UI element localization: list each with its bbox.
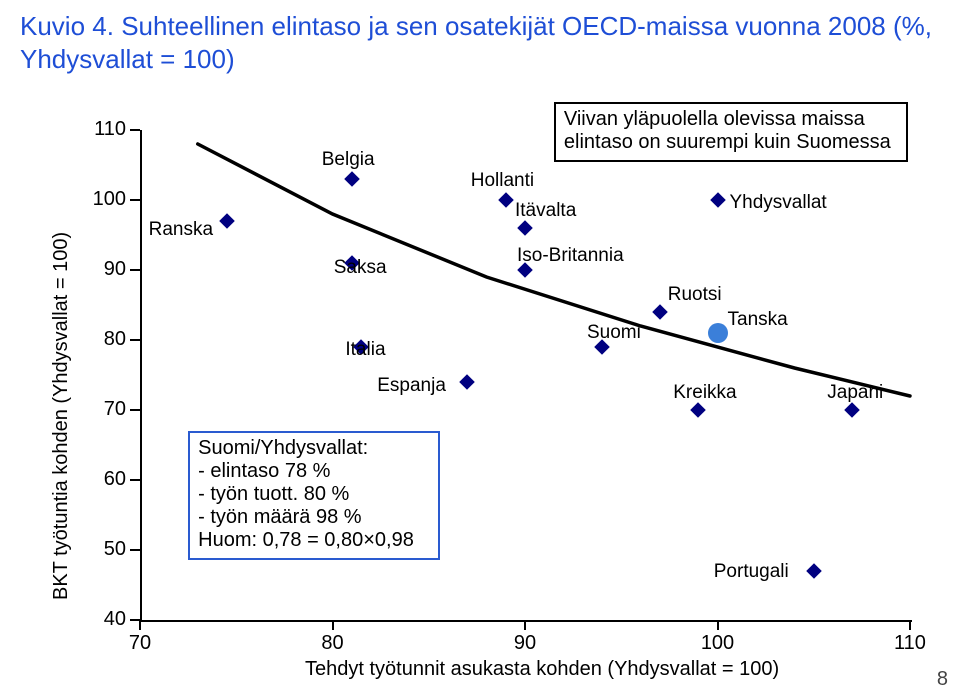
data-point-label: Portugali <box>714 561 789 583</box>
note-line: Viivan yläpuolella olevissa maissa <box>564 108 865 130</box>
data-point-label: Iso-Britannia <box>517 245 624 267</box>
scatter-chart: 405060708090100110708090100110BKT työtun… <box>0 0 960 699</box>
data-point-label: Ranska <box>149 219 213 241</box>
data-point-label: Italia <box>345 339 385 361</box>
data-point-label: Kreikka <box>673 382 736 404</box>
note-line: elintaso on suurempi kuin Suomessa <box>564 131 891 153</box>
data-point-label: Saksa <box>334 257 387 279</box>
callout-line: Huom: 0,78 = 0,80×0,98 <box>198 529 414 551</box>
data-point-label: Ruotsi <box>668 284 722 306</box>
callout-line: - elintaso 78 % <box>198 460 330 482</box>
note-box: Viivan yläpuolella olevissa maissaelinta… <box>554 102 908 162</box>
data-point-label: Tanska <box>728 309 788 331</box>
data-point-label: Belgia <box>322 149 375 171</box>
data-point-label: Itävalta <box>515 200 576 222</box>
data-point-label: Japani <box>827 382 883 404</box>
callout-line: - työn tuott. 80 % <box>198 483 349 505</box>
page-number: 8 <box>937 668 948 691</box>
callout-line: Suomi/Yhdysvallat: <box>198 437 368 459</box>
data-point-label: Yhdysvallat <box>730 192 827 214</box>
slide: { "title_lead": "Kuvio 4.", "title_rest"… <box>0 0 960 699</box>
callout-line: - työn määrä 98 % <box>198 506 361 528</box>
data-point-label: Espanja <box>377 375 446 397</box>
callout-box: Suomi/Yhdysvallat:- elintaso 78 %- työn … <box>188 431 440 560</box>
data-point-label: Hollanti <box>471 170 534 192</box>
data-point-label: Suomi <box>587 322 641 344</box>
data-point <box>708 323 728 343</box>
